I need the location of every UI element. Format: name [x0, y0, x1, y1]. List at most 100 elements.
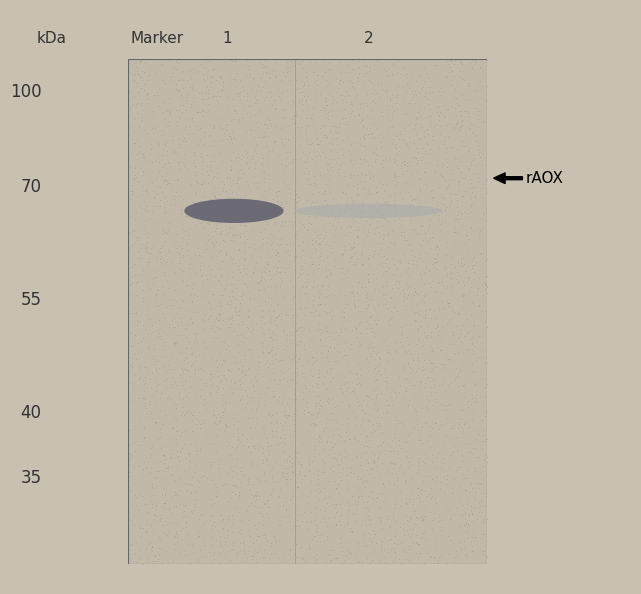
Point [273, 197, 283, 206]
Point [452, 203, 462, 212]
Point [214, 416, 224, 425]
Point [192, 292, 202, 301]
Point [482, 457, 492, 467]
Point [193, 554, 203, 564]
Point [403, 339, 413, 349]
Point [125, 162, 135, 172]
Point [134, 413, 144, 422]
Point [413, 309, 423, 319]
Point [203, 218, 213, 228]
Point [233, 475, 243, 484]
Point [174, 75, 185, 85]
Point [351, 500, 362, 509]
Point [365, 115, 375, 124]
Point [450, 263, 460, 272]
Point [380, 214, 390, 223]
Point [245, 165, 255, 174]
Point [468, 127, 478, 137]
Point [171, 243, 181, 252]
Point [382, 344, 392, 353]
Point [237, 168, 247, 178]
Point [401, 386, 411, 396]
Point [233, 174, 244, 184]
Point [340, 171, 350, 181]
Point [412, 194, 422, 203]
Point [153, 379, 163, 388]
Point [415, 71, 425, 81]
Point [336, 224, 346, 233]
Point [457, 136, 467, 146]
Point [362, 520, 372, 530]
Point [399, 97, 409, 106]
Point [442, 549, 453, 559]
Point [211, 381, 221, 391]
Point [162, 106, 172, 116]
Point [417, 83, 428, 92]
Point [297, 56, 308, 65]
Point [263, 410, 273, 419]
Point [460, 485, 470, 494]
Point [371, 393, 381, 402]
Point [472, 452, 483, 462]
Point [279, 122, 290, 132]
Point [362, 316, 372, 326]
Point [356, 197, 367, 207]
Point [146, 452, 156, 462]
Point [172, 321, 183, 331]
Point [413, 204, 424, 214]
Point [470, 435, 481, 444]
Point [365, 348, 375, 358]
Point [289, 292, 299, 301]
Point [388, 134, 398, 143]
Point [408, 225, 418, 234]
Point [210, 322, 221, 331]
Point [417, 257, 427, 266]
Point [181, 136, 191, 146]
Point [292, 122, 302, 131]
Point [477, 306, 487, 315]
Point [139, 379, 149, 388]
Point [415, 71, 425, 81]
Point [418, 476, 428, 486]
Point [180, 545, 190, 555]
Point [133, 99, 144, 108]
Point [246, 498, 256, 508]
Point [458, 292, 468, 302]
Point [283, 97, 293, 107]
Point [153, 157, 163, 167]
Point [132, 192, 142, 201]
Point [254, 542, 265, 552]
Point [320, 558, 331, 567]
Point [431, 397, 441, 406]
Point [374, 353, 384, 362]
Point [381, 267, 392, 276]
Point [292, 371, 303, 380]
Point [151, 289, 161, 299]
Point [358, 405, 368, 415]
Point [342, 90, 353, 100]
Point [242, 398, 253, 407]
Point [199, 260, 209, 270]
Point [426, 111, 436, 121]
Point [419, 144, 429, 153]
Point [351, 451, 362, 461]
Point [373, 56, 383, 65]
Point [277, 275, 287, 285]
Point [459, 536, 469, 546]
Point [199, 244, 210, 254]
Point [479, 65, 490, 75]
Point [135, 72, 145, 82]
Point [154, 331, 165, 341]
Point [353, 277, 363, 286]
Point [243, 442, 253, 451]
Point [358, 122, 368, 132]
Point [265, 87, 275, 97]
Point [190, 176, 201, 185]
Point [379, 186, 389, 195]
Point [155, 406, 165, 416]
Point [212, 91, 222, 100]
Point [387, 401, 397, 410]
Point [207, 558, 217, 567]
Point [212, 314, 222, 324]
Point [368, 270, 378, 279]
